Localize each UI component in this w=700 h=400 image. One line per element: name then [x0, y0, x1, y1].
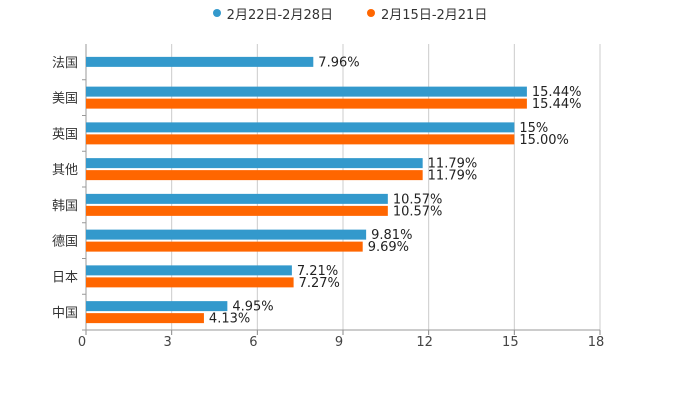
bar-series-1 — [86, 158, 423, 169]
bar-series-1 — [86, 301, 228, 312]
bar-series-2 — [86, 277, 294, 288]
data-label: 7.96% — [318, 55, 359, 70]
bar-series-2 — [86, 313, 204, 324]
x-tick-label: 3 — [164, 335, 172, 350]
bar-series-1 — [86, 265, 292, 276]
bar-series-1 — [86, 229, 367, 240]
x-tick-label: 6 — [249, 335, 257, 350]
x-tick-label: 9 — [335, 335, 343, 350]
legend-marker-series-2 — [367, 9, 375, 17]
bar-series-1 — [86, 86, 527, 97]
legend-marker-series-1 — [212, 9, 221, 17]
data-label: 10.57% — [393, 204, 443, 219]
legend-item-series-2[interactable]: 2月15日-2月21日 — [367, 4, 487, 23]
data-label: 7.21% — [297, 264, 338, 279]
category-label: 法国 — [52, 56, 78, 71]
data-label: 9.81% — [371, 228, 412, 243]
data-label: 15.44% — [532, 97, 582, 112]
category-label: 英国 — [52, 127, 78, 142]
legend: 2月22日-2月28日 2月15日-2月21日 — [0, 4, 700, 23]
bar-series-2 — [86, 98, 527, 109]
bar-series-1 — [86, 56, 314, 67]
bar-series-2 — [86, 170, 423, 181]
data-label: 11.79% — [428, 157, 478, 172]
category-label: 中国 — [52, 306, 78, 321]
category-label: 其他 — [52, 163, 78, 178]
legend-label-series-2: 2月15日-2月21日 — [381, 7, 488, 23]
data-label: 4.95% — [232, 300, 273, 315]
x-tick-label: 0 — [78, 335, 86, 350]
data-label: 11.79% — [428, 169, 478, 184]
legend-label-series-1: 2月22日-2月28日 — [226, 7, 333, 23]
data-label: 15.44% — [532, 85, 582, 100]
data-label: 7.27% — [299, 276, 340, 291]
data-label: 9.69% — [368, 240, 409, 255]
bar-series-1 — [86, 193, 388, 204]
data-label: 15% — [519, 121, 548, 136]
legend-item-series-1[interactable]: 2月22日-2月28日 — [212, 4, 333, 23]
data-label: 15.00% — [519, 133, 569, 148]
x-tick-label: 15 — [502, 335, 519, 350]
category-label: 德国 — [52, 235, 78, 250]
category-label: 韩国 — [52, 199, 78, 214]
data-label: 10.57% — [393, 192, 443, 207]
x-tick-label: 18 — [588, 335, 605, 350]
data-label: 4.13% — [209, 312, 250, 327]
category-label: 美国 — [52, 92, 78, 107]
bar-series-1 — [86, 122, 515, 133]
category-label: 日本 — [52, 270, 78, 285]
bar-series-2 — [86, 205, 388, 216]
x-tick-label: 12 — [416, 335, 433, 350]
bar-series-2 — [86, 134, 515, 145]
bar-series-2 — [86, 241, 363, 252]
